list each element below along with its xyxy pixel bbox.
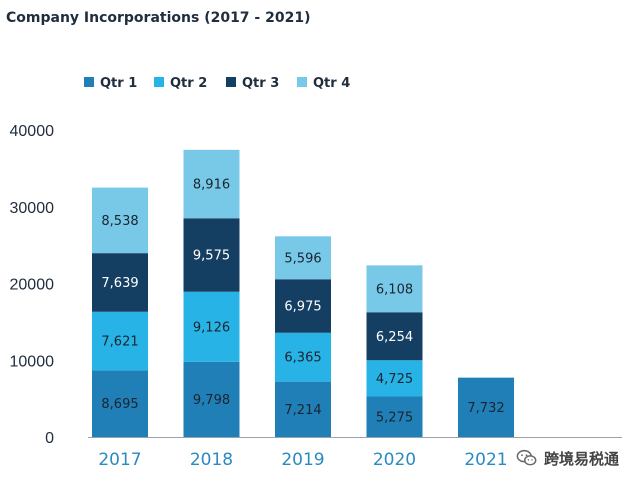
data-label-2018-q2: 9,126 [193, 320, 230, 335]
data-label-2021-q1: 7,732 [467, 401, 504, 416]
data-label-2020-q2: 4,725 [376, 372, 413, 387]
bar-2018-q3 [183, 218, 240, 292]
legend-label-1: Qtr 1 [100, 76, 137, 91]
y-tick-label: 40000 [10, 123, 55, 140]
data-label-2020-q4: 6,108 [376, 282, 413, 297]
bar-2019-q3 [275, 279, 331, 333]
data-label-2020-q1: 5,275 [376, 410, 413, 425]
x-tick-label-2021: 2021 [464, 450, 507, 470]
bars: 8,695 7,621 7,639 8,538 9,798 9,126 9,575 8,916… [92, 149, 514, 437]
wechat-logo-icon [516, 449, 537, 466]
bar-2017-q2 [92, 311, 148, 371]
y-tick-label: 30000 [10, 200, 55, 217]
bar-2017-q4 [92, 187, 148, 254]
bar-2020-q2 [366, 360, 423, 397]
bar-2020-q3 [366, 312, 423, 361]
data-label-2019-q3: 6,975 [284, 300, 321, 315]
legend-swatch-3 [226, 77, 236, 87]
legend-label-3: Qtr 3 [242, 76, 279, 91]
chart-title: Company Incorporations (2017 - 2021) [6, 10, 311, 26]
bar-2017-q1 [92, 370, 148, 437]
legend-swatch-2 [154, 77, 164, 87]
data-label-2020-q3: 6,254 [376, 330, 413, 345]
bar-2019-q2 [275, 332, 331, 382]
x-axis: 2017 2018 2019 2020 2021 [88, 437, 622, 470]
data-label-2018-q4: 8,916 [193, 178, 230, 193]
data-label-2019-q2: 6,365 [284, 351, 321, 366]
legend-label-4: Qtr 4 [313, 76, 350, 91]
bar-2019-q4 [275, 236, 331, 280]
data-label-2017-q1: 8,695 [101, 397, 138, 412]
data-label-2019-q1: 7,214 [284, 403, 321, 418]
x-tick-label-2018: 2018 [190, 450, 233, 470]
y-tick-label: 0 [45, 430, 54, 447]
data-label-2019-q4: 5,596 [284, 251, 321, 266]
legend-swatch-1 [84, 77, 94, 87]
data-label-2018-q3: 9,575 [193, 249, 230, 264]
data-label-2017-q4: 8,538 [101, 214, 138, 229]
bar-2020-q1 [366, 396, 423, 437]
watermark-text: 跨境易税通 [543, 449, 619, 468]
data-label-2017-q3: 7,639 [101, 276, 138, 291]
bar-2021-q1 [458, 377, 514, 437]
bar-2018-q4 [183, 149, 240, 219]
bar-2018-q1 [183, 361, 240, 437]
data-label-2018-q1: 9,798 [193, 393, 230, 408]
bar-2017-q3 [92, 253, 148, 312]
data-label-2017-q2: 7,621 [101, 335, 138, 350]
legend-swatch-4 [297, 77, 307, 87]
y-tick-label: 10000 [10, 353, 55, 370]
x-tick-label-2020: 2020 [373, 450, 416, 470]
legend: Qtr 1 Qtr 2 Qtr 3 Qtr 4 [84, 76, 350, 91]
x-tick-label-2019: 2019 [281, 450, 324, 470]
x-tick-label-2017: 2017 [98, 450, 141, 470]
legend-label-2: Qtr 2 [170, 76, 207, 91]
bar-2019-q1 [275, 381, 331, 437]
bar-2018-q2 [183, 291, 240, 362]
bar-2020-q4 [366, 265, 423, 313]
y-tick-label: 20000 [10, 277, 55, 294]
y-axis: 0 10000 20000 30000 40000 [10, 123, 55, 447]
watermark: 跨境易税通 [516, 447, 619, 469]
